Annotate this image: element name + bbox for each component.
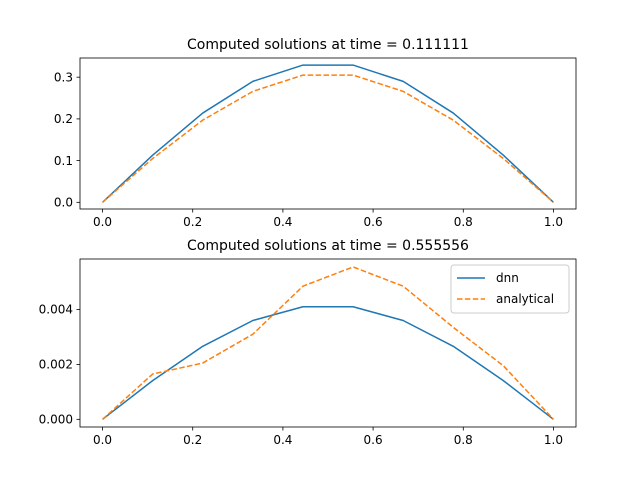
axes-frame-top <box>79 57 577 210</box>
x-tick-label-top: 0.2 <box>183 215 202 229</box>
axes-ticks-bottom: 0.0 0.2 0.4 0.6 0.8 1.0 0.000 0.002 0.004 <box>39 303 563 447</box>
legend: dnn analytical <box>450 264 570 314</box>
x-tick-label-bottom: 1.0 <box>544 433 563 447</box>
chart-title-bottom: Computed solutions at time = 0.555556 <box>187 238 469 254</box>
series-line-analytical-top <box>102 74 554 203</box>
y-tick-label-top: 0.1 <box>54 154 73 168</box>
plot-area-top <box>102 64 554 203</box>
x-tick-label-bottom: 0.4 <box>273 433 292 447</box>
subplot-top: Computed solutions at time = 0.111111 0.… <box>54 37 577 229</box>
x-tick-label-top: 0.0 <box>93 215 112 229</box>
axes-ticks-top: 0.0 0.2 0.4 0.6 0.8 1.0 0.0 0.1 0.2 0.3 <box>54 70 563 229</box>
y-tick-label-bottom: 0.004 <box>39 303 73 317</box>
x-tick-label-bottom: 0.2 <box>183 433 202 447</box>
series-line-dnn-bottom <box>102 306 554 420</box>
legend-label-analytical: analytical <box>496 292 554 306</box>
y-tick-label-top: 0.2 <box>54 112 73 126</box>
x-tick-label-bottom: 0.6 <box>364 433 383 447</box>
x-tick-label-top: 1.0 <box>544 215 563 229</box>
x-tick-label-top: 0.8 <box>454 215 473 229</box>
series-line-dnn-top <box>102 64 554 203</box>
plot-area-bottom <box>102 266 554 420</box>
y-tick-label-bottom: 0.000 <box>39 413 73 427</box>
subplot-bottom: Computed solutions at time = 0.555556 0.… <box>39 238 577 447</box>
series-line-analytical-bottom <box>102 266 554 420</box>
chart-title-top: Computed solutions at time = 0.111111 <box>187 37 469 53</box>
legend-box <box>450 264 570 314</box>
x-tick-label-top: 0.6 <box>364 215 383 229</box>
legend-label-dnn: dnn <box>496 271 519 285</box>
x-tick-label-bottom: 0.0 <box>93 433 112 447</box>
x-tick-label-top: 0.4 <box>273 215 292 229</box>
x-tick-label-bottom: 0.8 <box>454 433 473 447</box>
y-tick-label-top: 0.3 <box>54 70 73 84</box>
y-tick-label-top: 0.0 <box>54 196 73 210</box>
y-tick-label-bottom: 0.002 <box>39 358 73 372</box>
axes-frame-bottom <box>79 258 577 428</box>
